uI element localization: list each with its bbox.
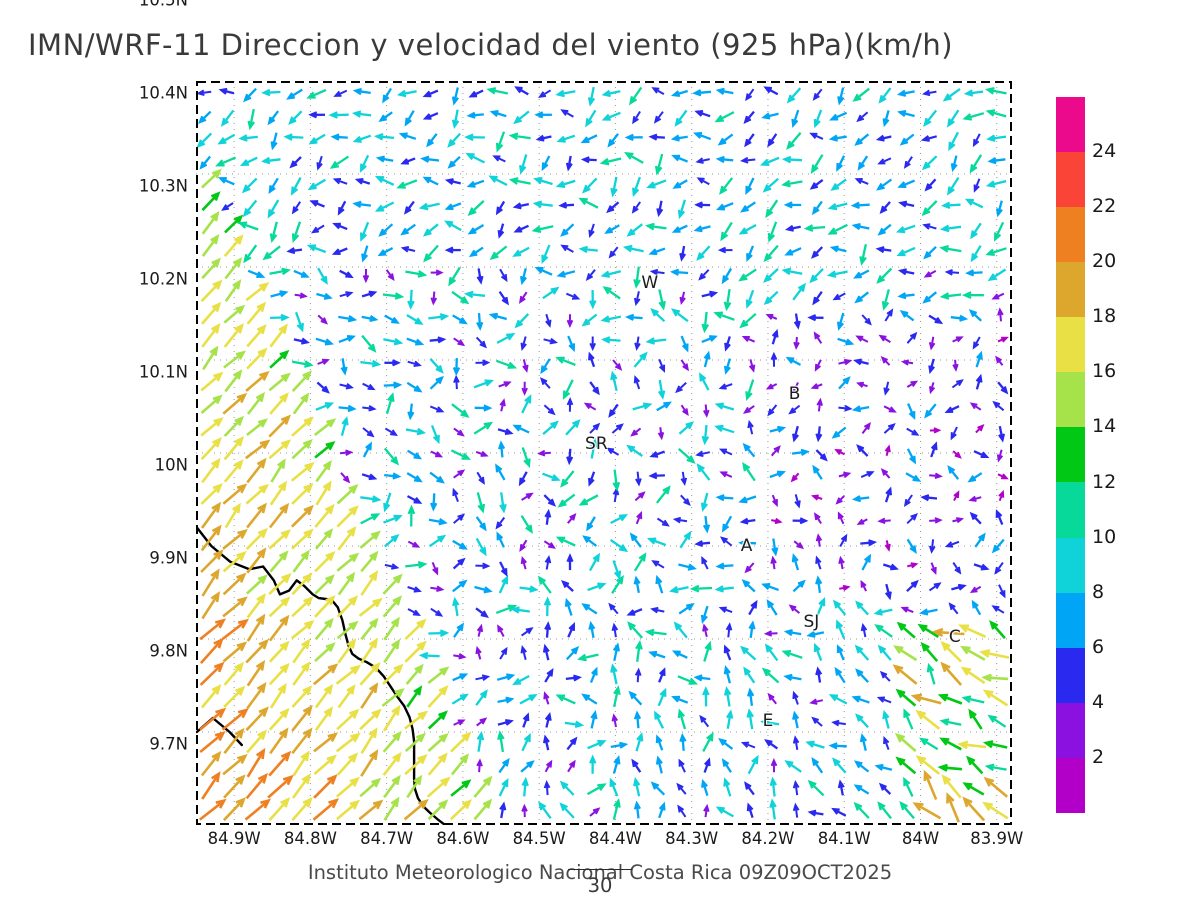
colorbar-tick-label: 16 <box>1092 360 1117 383</box>
y-tick-label: 10.2N <box>138 269 188 289</box>
x-tick-label: 83.9W <box>970 829 1024 848</box>
x-tick-label: 84.3W <box>665 829 719 848</box>
colorbar-tick-label: 8 <box>1092 580 1105 603</box>
colorbar-band <box>1056 592 1085 648</box>
reference-vector-line <box>568 869 632 870</box>
colorbar-tick-label: 12 <box>1092 470 1117 493</box>
colorbar-tick-label: 2 <box>1092 745 1105 768</box>
colorbar-tick-label: 24 <box>1092 140 1117 163</box>
x-tick-label: 84.7W <box>360 829 414 848</box>
colorbar-band <box>1056 647 1085 703</box>
x-tick-label: 84.4W <box>588 829 642 848</box>
colorbar-band <box>1056 702 1085 758</box>
reference-vector-label: 30 <box>587 874 613 897</box>
y-tick-label: 10.1N <box>138 362 188 382</box>
colorbar-band <box>1056 317 1085 373</box>
quiver-field <box>196 81 1012 825</box>
footer-credit: Instituto Meteorologico Nacional Costa R… <box>307 861 893 884</box>
x-tick-label: 84.8W <box>283 829 337 848</box>
x-tick-label: 84.5W <box>512 829 566 848</box>
colorbar-tick-label: 10 <box>1092 525 1117 548</box>
colorbar-ticks: 2 4 6 8 10 12 14 16 18 20 22 24 <box>1092 96 1172 812</box>
y-tick-label: 10N <box>154 455 188 475</box>
wind-vector-plot[interactable] <box>196 81 1012 825</box>
colorbar-band <box>1056 97 1085 153</box>
colorbar-band <box>1056 152 1085 208</box>
y-axis-ticks: 9.7N 9.8N 9.9N 10N 10.1N 10.2N 10.3N 10.4N 10.5N <box>60 0 188 754</box>
x-tick-label: 84.6W <box>436 829 490 848</box>
y-tick-label: 10.3N <box>138 176 188 196</box>
colorbar[interactable] <box>1055 96 1086 814</box>
x-tick-label: 84W <box>901 829 940 848</box>
colorbar-band <box>1056 427 1085 483</box>
x-axis-ticks: 84.9W 84.8W 84.7W 84.6W 84.5W 84.4W 84.3W 84.2W… <box>196 829 1024 855</box>
colorbar-band <box>1056 262 1085 318</box>
colorbar-tick-label: 14 <box>1092 415 1117 438</box>
x-tick-label: 84.1W <box>817 829 871 848</box>
y-tick-label: 10.4N <box>138 83 188 103</box>
x-tick-label: 84.2W <box>741 829 795 848</box>
colorbar-band <box>1056 207 1085 263</box>
y-tick-label: 9.8N <box>149 641 188 661</box>
colorbar-tick-label: 18 <box>1092 305 1117 328</box>
colorbar-tick-label: 22 <box>1092 195 1117 218</box>
colorbar-band <box>1056 372 1085 428</box>
y-tick-label: 10.5N <box>138 0 188 10</box>
x-tick-label: 84.9W <box>207 829 261 848</box>
colorbar-tick-label: 20 <box>1092 250 1117 273</box>
colorbar-tick-label: 6 <box>1092 635 1105 658</box>
page-title: IMN/WRF-11 Direccion y velocidad del vie… <box>28 28 954 62</box>
colorbar-band <box>1056 537 1085 593</box>
colorbar-band <box>1056 482 1085 538</box>
colorbar-tick-label: 4 <box>1092 690 1105 713</box>
y-tick-label: 9.9N <box>149 548 188 568</box>
y-tick-label: 9.7N <box>149 734 188 754</box>
colorbar-band <box>1056 757 1085 813</box>
